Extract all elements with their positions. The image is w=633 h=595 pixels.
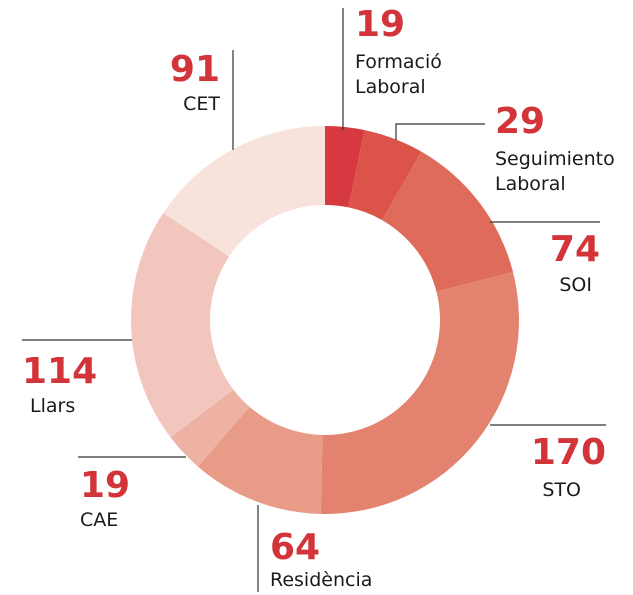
value-label: 64 [270,527,321,568]
category-label: Llars [30,395,76,417]
donut-slice [320,272,519,514]
category-label: Formació Laboral [355,51,442,98]
donut-slice [197,406,323,514]
category-label: Residència [270,569,373,591]
donut-slice [163,125,325,257]
category-label: STO [542,479,581,501]
donut-slice [170,389,250,467]
category-label: CAE [80,509,119,531]
value-label: 19 [80,465,131,506]
value-label: 170 [530,432,606,473]
category-label: Seguimiento Laboral [495,148,615,195]
value-label: 29 [495,101,546,142]
value-label: 19 [355,4,406,45]
category-label: CET [183,93,220,115]
category-label: SOI [559,274,592,296]
leader-line [395,123,485,140]
value-label: 114 [22,351,98,392]
value-label: 74 [549,229,600,270]
donut-slice [325,126,365,208]
donut-slice [382,151,514,292]
value-label: 91 [169,49,220,90]
donut-slice [348,130,422,221]
donut-slice [130,212,234,438]
